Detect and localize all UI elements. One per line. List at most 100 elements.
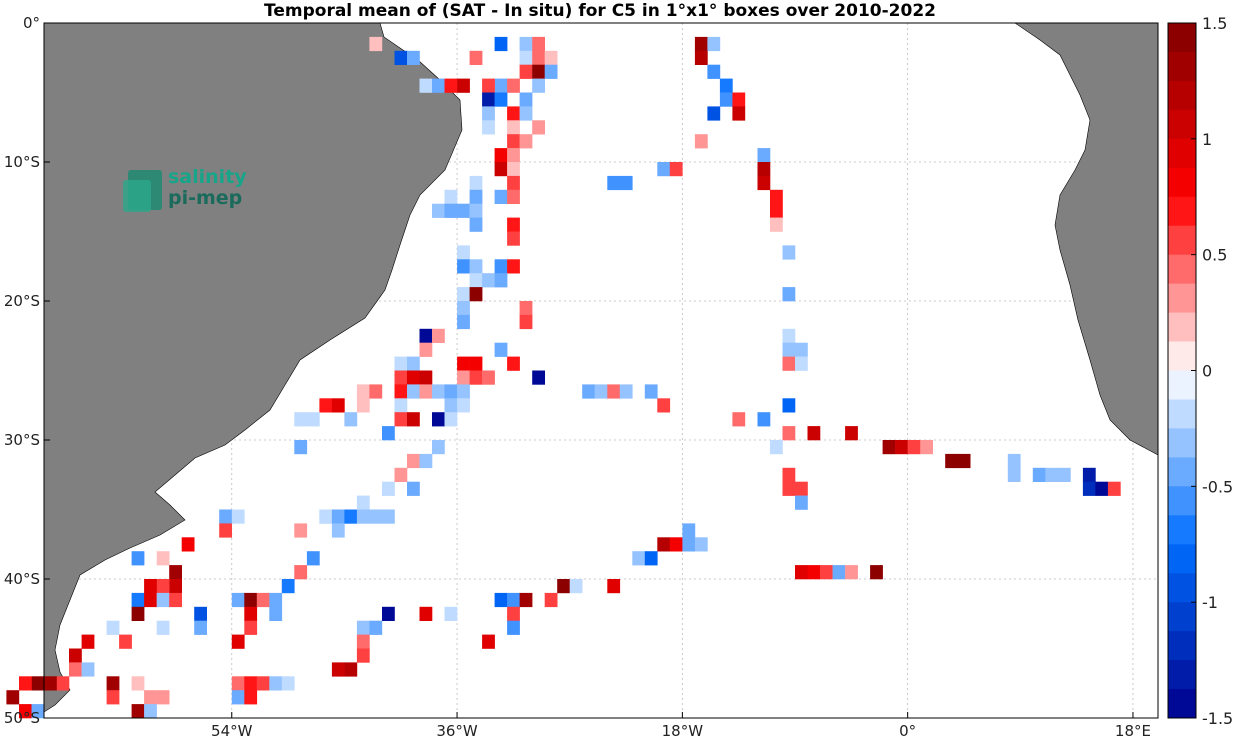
africa-land: [1014, 22, 1159, 456]
colorbar: [1168, 23, 1196, 719]
heatmap-cell: [457, 398, 470, 413]
heatmap-cell: [757, 412, 771, 427]
heatmap-cell: [469, 259, 483, 274]
heatmap-cell: [694, 36, 708, 52]
heatmap-cell: [482, 634, 495, 649]
heatmap-cell: [519, 64, 533, 79]
heatmap-cell: [507, 356, 520, 371]
logo-text-line1: salinity: [168, 166, 247, 188]
heatmap-cell: [507, 106, 520, 121]
heatmap-cell: [882, 440, 896, 455]
heatmap-cell: [782, 467, 796, 482]
heatmap-cell: [407, 356, 420, 371]
heatmap-cell: [231, 592, 245, 608]
heatmap-cell: [244, 620, 258, 635]
heatmap-cell: [1007, 467, 1021, 482]
colorbar-tick-label: -1.5: [1202, 709, 1233, 728]
heatmap-cell: [106, 690, 120, 705]
y-tick-label: 50°S: [4, 709, 40, 727]
heatmap-cell: [507, 620, 520, 635]
heatmap-cell: [795, 565, 808, 580]
heatmap-cell: [1082, 481, 1096, 496]
heatmap-cell: [469, 273, 483, 288]
heatmap-cell: [407, 481, 420, 496]
chart-title: Temporal mean of (SAT - In situ) for C5 …: [264, 1, 936, 21]
heatmap-cell: [219, 523, 232, 538]
heatmap-cell: [356, 398, 370, 413]
heatmap-cell: [219, 509, 232, 524]
heatmap-cell: [507, 134, 520, 149]
heatmap-cell: [607, 175, 621, 191]
heatmap-cell: [444, 412, 458, 427]
heatmap-cell: [294, 523, 308, 538]
heatmap-cell: [757, 175, 771, 191]
heatmap-cell: [482, 120, 495, 135]
heatmap-cell: [469, 203, 483, 218]
colorbar-segment: [1168, 283, 1196, 313]
colorbar-segment: [1168, 312, 1196, 342]
heatmap-cell: [356, 384, 370, 399]
y-tick-label: 30°S: [4, 431, 40, 449]
heatmap-cell: [457, 259, 470, 274]
heatmap-cell: [44, 676, 57, 691]
heatmap-cell: [457, 301, 470, 316]
heatmap-cell: [281, 676, 295, 691]
heatmap-cell: [519, 301, 533, 316]
heatmap-cell: [31, 704, 45, 719]
heatmap-cell: [231, 690, 245, 705]
heatmap-cell: [369, 384, 383, 399]
heatmap-cell: [494, 273, 508, 288]
heatmap-cell: [269, 606, 283, 621]
heatmap-cell: [306, 551, 320, 566]
colorbar-segment: [1168, 225, 1196, 256]
colorbar-segment: [1168, 515, 1196, 545]
y-tick-label: 40°S: [4, 570, 40, 588]
heatmap-cell: [31, 676, 45, 691]
heatmap-cell: [1007, 453, 1021, 469]
heatmap-cell: [770, 217, 783, 232]
heatmap-cell: [156, 690, 170, 705]
heatmap-cell: [419, 342, 433, 357]
heatmap-cell: [181, 537, 195, 552]
heatmap-cell: [795, 495, 808, 510]
heatmap-cell: [394, 50, 408, 65]
heatmap-cell: [532, 78, 545, 93]
heatmap-cell: [694, 134, 708, 149]
heatmap-cell: [644, 551, 658, 566]
colorbar-segment: [1168, 631, 1196, 661]
heatmap-cell: [19, 704, 32, 719]
heatmap-cell: [419, 78, 433, 93]
heatmap-cell: [244, 690, 258, 705]
heatmap-cell: [494, 162, 508, 177]
heatmap-cell: [544, 592, 558, 608]
heatmap-cell: [820, 565, 833, 580]
heatmap-cell: [782, 481, 796, 496]
heatmap-cell: [469, 217, 483, 232]
heatmap-cell: [457, 287, 470, 302]
heatmap-cell: [782, 287, 796, 302]
heatmap-cell: [407, 50, 420, 65]
heatmap-cell: [106, 676, 120, 691]
heatmap-cell: [807, 426, 821, 441]
heatmap-cell: [519, 134, 533, 149]
heatmap-cell: [532, 64, 545, 79]
heatmap-cell: [782, 328, 796, 343]
heatmap-cell: [682, 537, 696, 552]
heatmap-cell: [494, 189, 508, 204]
heatmap-cell: [131, 704, 145, 719]
heatmap-cell: [1095, 481, 1109, 496]
heatmap-cell: [457, 245, 470, 260]
heatmap-cell: [169, 592, 182, 608]
heatmap-cell: [945, 453, 958, 469]
heatmap-cell: [532, 370, 545, 385]
heatmap-cell: [457, 384, 470, 399]
heatmap-cell: [469, 370, 483, 385]
x-tick-label: 54°W: [211, 722, 253, 740]
heatmap-cell: [432, 328, 445, 343]
heatmap-cell: [81, 634, 95, 649]
heatmap-cell: [607, 579, 621, 594]
heatmap-cell: [1107, 481, 1121, 496]
heatmap-cell: [469, 356, 483, 371]
heatmap-cell: [1057, 467, 1071, 482]
heatmap-cell: [394, 467, 408, 482]
